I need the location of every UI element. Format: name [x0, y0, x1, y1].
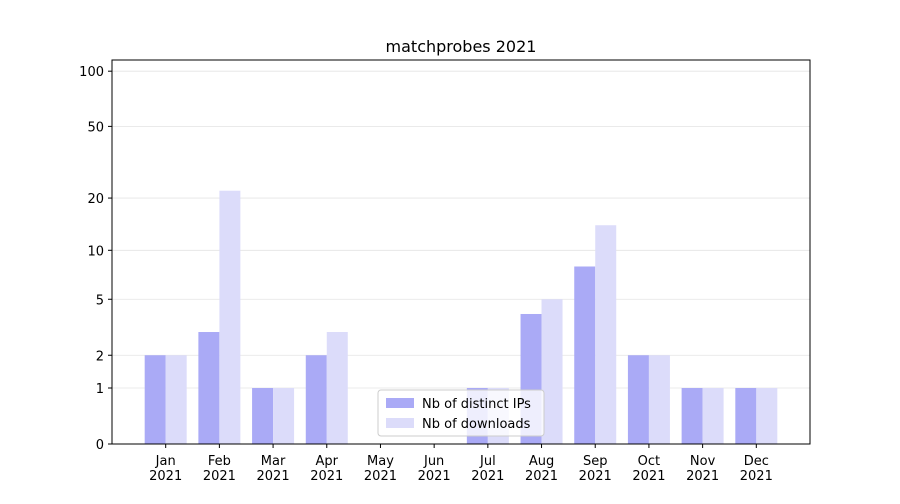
bar: [735, 388, 757, 444]
legend-label: Nb of distinct IPs: [422, 397, 531, 412]
bar: [595, 225, 617, 444]
y-tick-label: 5: [96, 293, 104, 308]
legend-swatch: [386, 398, 414, 408]
y-tick-label: 20: [87, 192, 104, 207]
y-tick-label: 0: [96, 438, 104, 453]
x-tick-label: Aug 2021: [525, 454, 558, 484]
bar: [252, 388, 274, 444]
x-tick-label: Jul 2021: [471, 454, 504, 484]
plot-frame: [111, 59, 811, 445]
bar: [541, 299, 563, 444]
y-tick-label: 50: [87, 120, 104, 135]
bar: [627, 355, 649, 444]
x-tick-label: Jun 2021: [418, 454, 451, 484]
bar: [756, 388, 778, 444]
x-tick-label: Dec 2021: [740, 454, 773, 484]
bar: [574, 266, 596, 444]
legend-label: Nb of downloads: [422, 417, 531, 432]
bar: [198, 332, 220, 444]
x-tick-label: Mar 2021: [257, 454, 290, 484]
bar: [326, 332, 348, 444]
x-tick-label: Apr 2021: [310, 454, 343, 484]
x-tick-label: May 2021: [364, 454, 397, 484]
legend: Nb of distinct IPs Nb of downloads: [377, 389, 545, 437]
legend-swatch: [386, 418, 414, 428]
x-tick-label: Jan 2021: [149, 454, 182, 484]
y-tick-label: 2: [96, 349, 104, 364]
bar: [165, 355, 187, 444]
bar: [702, 388, 724, 444]
bar: [681, 388, 703, 444]
x-tick-label: Feb 2021: [203, 454, 236, 484]
x-tick-label: Oct 2021: [632, 454, 665, 484]
y-tick-label: 100: [79, 65, 104, 80]
chart-title: matchprobes 2021: [386, 37, 537, 56]
bar: [648, 355, 670, 444]
bar: [273, 388, 295, 444]
y-tick-label: 1: [96, 382, 104, 397]
legend-box: [377, 389, 545, 437]
x-tick-label: Nov 2021: [686, 454, 719, 484]
bar: [219, 190, 241, 444]
y-tick-label: 10: [87, 244, 104, 259]
bar: [144, 355, 166, 444]
bar: [305, 355, 327, 444]
x-tick-label: Sep 2021: [579, 454, 612, 484]
